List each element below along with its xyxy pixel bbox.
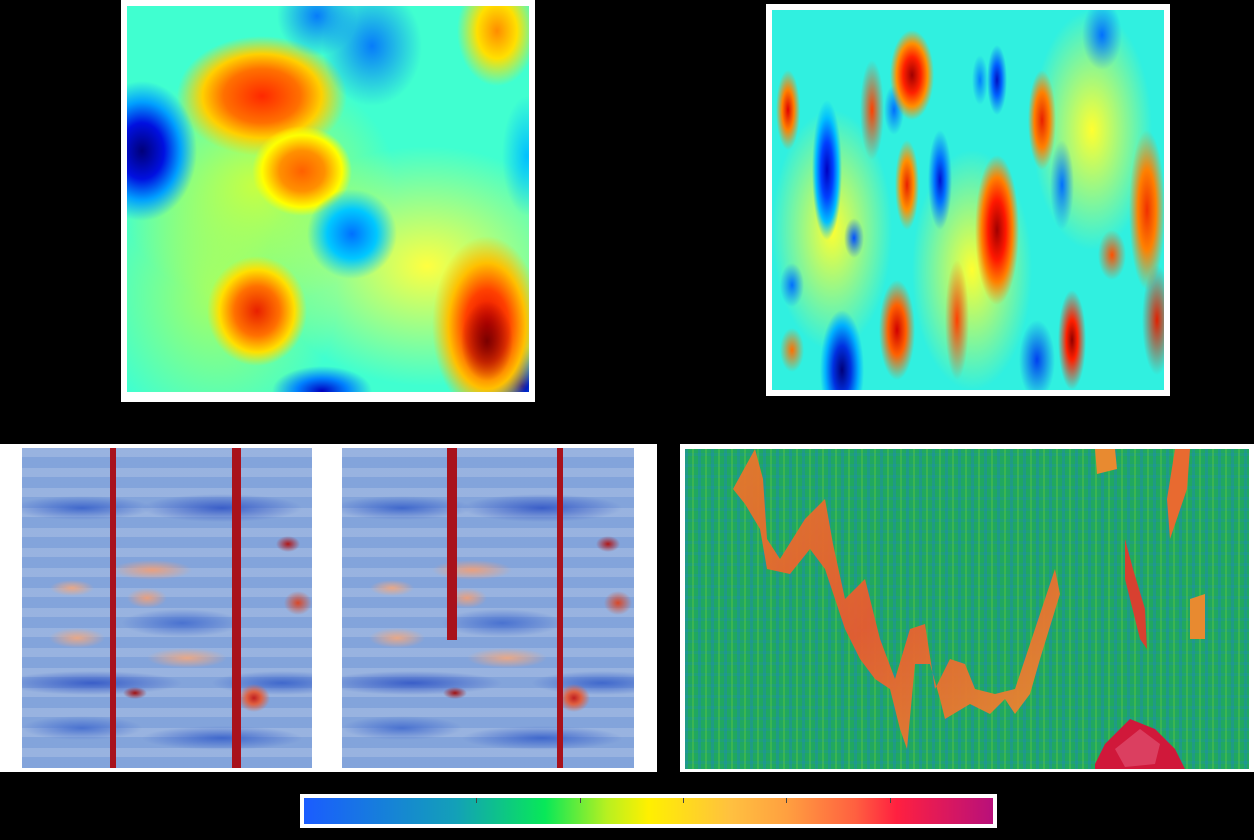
panel-a-isotropic-field (121, 0, 535, 402)
colorbar-tick (683, 798, 684, 803)
colorbar-tick (890, 798, 891, 803)
heatmap-b (772, 10, 1164, 390)
heatmap-c-left (22, 448, 312, 768)
panel-c-well-fields (0, 444, 657, 772)
well-line-partial (447, 448, 457, 640)
heatmap-c-right (342, 448, 634, 768)
heatmap-d (685, 449, 1249, 769)
panel-b-anisotropic-field (766, 4, 1170, 396)
heatmap-a (127, 6, 529, 392)
colorbar (300, 794, 997, 828)
colorbar-tick (580, 798, 581, 803)
well-line (110, 448, 116, 768)
well-line (557, 448, 563, 768)
colorbar-tick (786, 798, 787, 803)
colorbar-gradient (304, 798, 993, 824)
colorbar-tick (476, 798, 477, 803)
panel-d-channel-field (680, 444, 1254, 772)
channel-overlay (733, 449, 1205, 769)
well-line (232, 448, 241, 768)
